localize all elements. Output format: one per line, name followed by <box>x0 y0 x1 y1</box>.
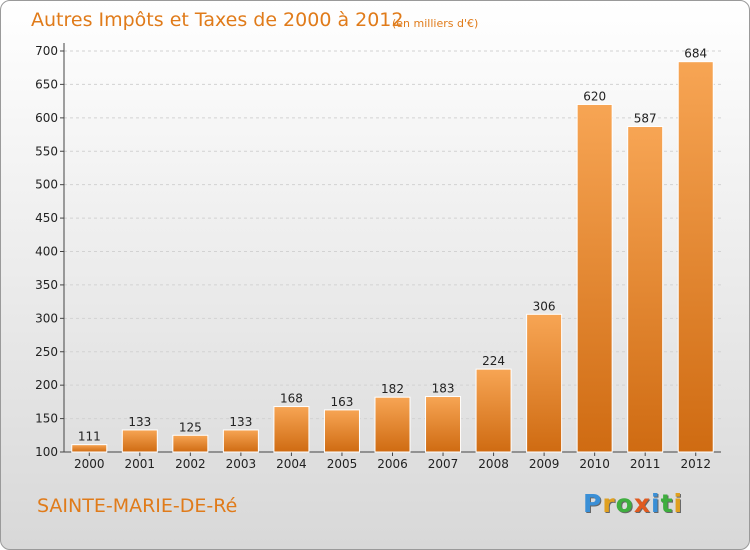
bar <box>576 103 613 453</box>
x-tick-label: 2000 <box>74 457 105 471</box>
x-tick-label: 2006 <box>377 457 408 471</box>
bar-value-label: 620 <box>583 89 606 103</box>
y-tick-label: 250 <box>35 345 58 359</box>
bar <box>273 406 310 453</box>
commune-name: SAINTE-MARIE-DE-Ré <box>37 495 238 517</box>
x-tick-label: 2001 <box>125 457 156 471</box>
bar <box>172 434 209 453</box>
y-tick-label: 550 <box>35 144 58 158</box>
logo-letter: x <box>633 489 651 518</box>
x-tick-label: 2011 <box>630 457 661 471</box>
logo-letter: i <box>673 489 684 518</box>
y-tick-label: 350 <box>35 278 58 292</box>
x-tick-label: 2002 <box>175 457 206 471</box>
bar <box>677 61 714 453</box>
bar-value-label: 133 <box>128 415 151 429</box>
bar-value-label: 183 <box>432 382 455 396</box>
y-tick-label: 700 <box>35 44 58 58</box>
bar-value-label: 224 <box>482 354 505 368</box>
bar-value-label: 111 <box>78 430 101 444</box>
y-tick-label: 300 <box>35 311 58 325</box>
x-tick-label: 2007 <box>428 457 459 471</box>
logo-letter: o <box>615 489 634 518</box>
y-tick-label: 600 <box>35 111 58 125</box>
y-tick-label: 200 <box>35 378 58 392</box>
proxiti-logo[interactable]: Proxiti <box>583 489 683 518</box>
chart-title: Autres Impôts et Taxes de 2000 à 2012 <box>31 9 404 31</box>
bar <box>222 429 259 453</box>
bar <box>475 368 512 453</box>
bar <box>627 126 664 453</box>
logo-letter: r <box>602 489 616 518</box>
data-labels: 111 133 125 133 168 163 182 183 224 306 620 587 684 <box>78 47 707 444</box>
bar <box>526 313 563 453</box>
bar <box>323 409 360 453</box>
bar-value-label: 182 <box>381 382 404 396</box>
bar-value-label: 163 <box>331 395 354 409</box>
bar-value-label: 125 <box>179 420 202 434</box>
logo-letter: i <box>651 489 661 518</box>
bar <box>374 396 411 453</box>
x-tick-label: 2003 <box>226 457 257 471</box>
y-tick-label: 500 <box>35 178 58 192</box>
bar <box>121 429 158 453</box>
y-tick-label: 100 <box>35 445 58 459</box>
x-tick-label: 2005 <box>327 457 358 471</box>
bar <box>425 396 462 453</box>
x-tick-label: 2008 <box>478 457 509 471</box>
y-tick-label: 650 <box>35 77 58 91</box>
x-tick-label: 2010 <box>579 457 610 471</box>
logo-letter: P <box>583 489 603 518</box>
bar-value-label: 587 <box>634 112 657 126</box>
bar-value-label: 168 <box>280 392 303 406</box>
axes: 100 150 200 250 300 350 400 450 500 550 600 650 700 2… <box>35 43 721 471</box>
bar <box>71 444 108 453</box>
y-tick-label: 400 <box>35 245 58 259</box>
x-tick-label: 2012 <box>680 457 711 471</box>
bar-value-label: 306 <box>533 299 556 313</box>
y-tick-label: 150 <box>35 412 58 426</box>
x-tick-label: 2004 <box>276 457 307 471</box>
logo-letter: t <box>660 489 674 518</box>
chart-unit: (en milliers d'€) <box>392 17 479 30</box>
bar-value-label: 133 <box>229 415 252 429</box>
bars <box>71 61 714 453</box>
y-tick-label: 450 <box>35 211 58 225</box>
x-tick-label: 2009 <box>529 457 560 471</box>
bar-value-label: 684 <box>684 47 707 61</box>
